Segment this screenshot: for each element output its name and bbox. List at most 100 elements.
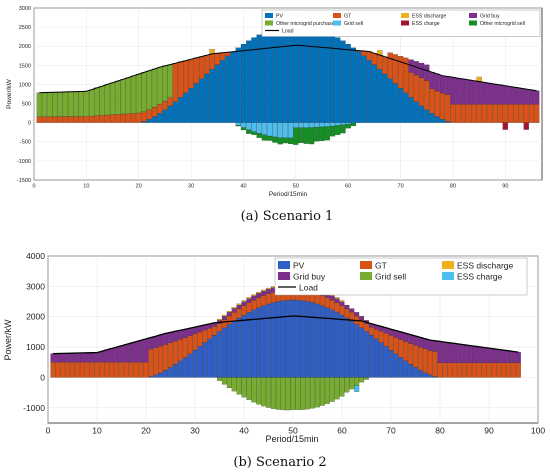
- bar-segment: [84, 352, 90, 363]
- bar-segment: [114, 362, 120, 378]
- bar-segment: [163, 344, 169, 371]
- bar-segment: [183, 92, 189, 123]
- bar-segment: [528, 89, 535, 105]
- bar-segment: [157, 67, 163, 105]
- bar-segment: [398, 339, 404, 358]
- bar-segment: [334, 312, 340, 378]
- bar-segment: [371, 64, 378, 123]
- bar-segment: [334, 298, 340, 303]
- bar-segment: [339, 301, 345, 306]
- bar-segment: [125, 77, 131, 114]
- legend-swatch: [401, 20, 409, 26]
- legend-swatch: [469, 20, 477, 26]
- bar-segment: [120, 79, 126, 115]
- bar-segment: [486, 348, 492, 363]
- bar-segment: [240, 122, 247, 128]
- bar-segment: [427, 350, 433, 375]
- legend-label: ESS discharge: [412, 14, 446, 20]
- bar-segment: [109, 82, 116, 115]
- bar-segment: [261, 377, 267, 407]
- bar-segment: [427, 340, 433, 351]
- bar-segment: [324, 297, 330, 308]
- bar-segment: [491, 348, 497, 363]
- bar-segment: [492, 83, 498, 105]
- bar-segment: [217, 318, 222, 321]
- bar-segment: [366, 51, 372, 61]
- bar-segment: [408, 343, 414, 365]
- bar-segment: [324, 32, 330, 123]
- bar-segment: [241, 377, 247, 398]
- bar-segment: [119, 362, 124, 378]
- bar-segment: [204, 55, 210, 75]
- load-line-a: [39, 44, 537, 94]
- bar-segment: [408, 97, 414, 123]
- bar-segment: [293, 122, 299, 128]
- bar-segment: [266, 303, 271, 378]
- bar-segment: [368, 327, 374, 336]
- bar-segment: [319, 126, 325, 141]
- y-tick-label: 3000: [19, 6, 31, 12]
- bar-segment: [359, 377, 365, 383]
- bar-segment: [418, 77, 425, 107]
- bar-segment: [502, 104, 508, 123]
- x-axis-label-b: Period/15min: [265, 434, 318, 444]
- bar-segment: [221, 319, 227, 328]
- bar-segment: [290, 377, 296, 410]
- bar-segment: [447, 342, 453, 363]
- bar-segment: [368, 334, 374, 378]
- bar-segment: [442, 342, 448, 363]
- x-tick-label: 0: [32, 184, 35, 190]
- x-tick-label: 90: [502, 184, 508, 190]
- bar-segment: [319, 305, 325, 378]
- bar-segment: [231, 377, 237, 392]
- bar-segment: [261, 305, 267, 378]
- bar-segment: [460, 104, 467, 123]
- y-tick-label: 1000: [19, 82, 31, 88]
- bar-segment: [303, 25, 309, 123]
- load-line-b: [52, 315, 519, 355]
- bar-segment: [335, 37, 341, 123]
- bar-segment: [437, 362, 443, 378]
- bar-segment: [344, 377, 350, 393]
- bar-segment: [377, 69, 383, 123]
- bar-segment: [476, 104, 482, 123]
- caption-scenario-1: (a) Scenario 1: [241, 209, 334, 224]
- bar-segment: [523, 89, 529, 105]
- bar-segment: [209, 53, 215, 70]
- bar-segment: [298, 127, 304, 143]
- bar-segment: [148, 337, 154, 350]
- bar-segment: [214, 53, 220, 65]
- bar-segment: [172, 101, 178, 123]
- bar-segment: [178, 61, 184, 98]
- bar-segment: [128, 342, 134, 363]
- bar-segment: [429, 72, 435, 89]
- legend-label: ESS discharge: [457, 261, 513, 271]
- bar-segment: [288, 25, 294, 123]
- bar-segment: [383, 333, 389, 347]
- bar-segment: [261, 289, 267, 292]
- y-tick-label: 2000: [19, 44, 31, 50]
- bar-segment: [207, 328, 213, 339]
- bar-segment: [225, 55, 231, 123]
- bar-segment: [199, 78, 205, 123]
- y-tick-label: 1000: [26, 342, 45, 352]
- bar-segment: [344, 304, 350, 310]
- bar-segment: [378, 331, 384, 343]
- y-tick-label: 0: [28, 121, 31, 127]
- bar-segment: [123, 344, 129, 363]
- bar-segment: [387, 52, 393, 79]
- bar-segment: [417, 337, 423, 348]
- bar-segment: [340, 122, 346, 125]
- y-tick-label: 4000: [26, 251, 45, 261]
- chart-scenario-2: -1000 0 1000 2000 3000 4000 0 10 20 30 40 50 60 70 80 9…: [3, 251, 545, 444]
- bar-segment: [84, 362, 90, 378]
- bar-segment: [457, 344, 463, 363]
- bar-segment: [109, 362, 115, 378]
- bar-segment: [182, 357, 188, 378]
- bar-segment: [162, 109, 168, 123]
- bar-segment: [226, 312, 232, 317]
- bar-segment: [104, 362, 110, 378]
- x-tick-label: 70: [386, 426, 396, 436]
- bar-segment: [528, 104, 535, 123]
- bar-segment: [290, 299, 296, 378]
